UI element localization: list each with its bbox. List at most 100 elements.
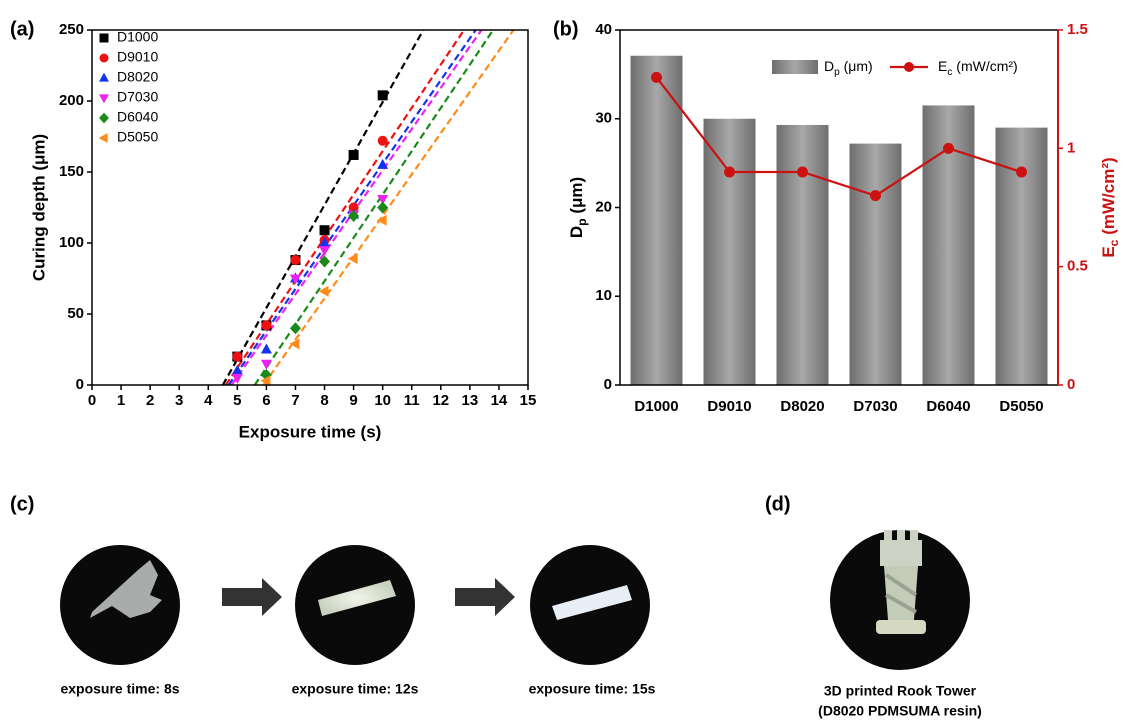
- marker: [260, 343, 272, 354]
- y2-tick-label: 0.5: [1067, 258, 1088, 275]
- legend-swatch: [772, 60, 818, 74]
- point: [651, 71, 662, 83]
- caption: exposure time: 12s: [292, 681, 419, 697]
- x-tick-label: 7: [291, 392, 299, 409]
- label-part: E: [1099, 246, 1118, 257]
- x-tick-label: 9: [349, 392, 357, 409]
- y2-axis-label: Ec (mW/cm²): [1099, 157, 1121, 257]
- y-tick-label: 30: [595, 110, 612, 127]
- marker: [289, 338, 300, 350]
- y-tick-label: 50: [67, 305, 84, 322]
- x-tick-label: D8020: [780, 398, 824, 415]
- legend-label: Ec (mW/cm²): [938, 58, 1018, 78]
- caption: exposure time: 8s: [60, 681, 179, 697]
- x-tick-label: 12: [432, 392, 449, 409]
- marker: [289, 274, 301, 285]
- legend-marker: [99, 112, 109, 124]
- label-part: (mW/cm²): [1099, 157, 1118, 239]
- label-part: E: [938, 58, 947, 74]
- y-axis-label: Dp (μm): [567, 177, 589, 238]
- y-tick-label: 10: [595, 287, 612, 304]
- legend-label: D1000: [117, 29, 158, 45]
- legend-marker: [99, 72, 109, 82]
- bar: [703, 118, 756, 385]
- point: [724, 166, 735, 178]
- marker: [289, 322, 301, 335]
- arrow: [222, 578, 282, 616]
- subscript: c: [1107, 239, 1121, 246]
- caption: exposure time: 15s: [529, 681, 656, 697]
- x-tick-label: 6: [262, 392, 270, 409]
- y-tick-label: 40: [595, 21, 612, 38]
- fit-line: [262, 29, 515, 386]
- y-axis-label: Curing depth (μm): [29, 134, 48, 281]
- label-part: D: [567, 226, 586, 238]
- point: [870, 190, 881, 202]
- y2-tick-label: 0: [1067, 376, 1075, 393]
- x-tick-label: 10: [374, 392, 391, 409]
- label-part: (mW/cm²): [952, 58, 1017, 74]
- x-tick-label: 5: [233, 392, 241, 409]
- marker: [347, 253, 358, 265]
- marker: [348, 210, 360, 223]
- y2-tick-label: 1.5: [1067, 21, 1088, 38]
- marker: [318, 285, 329, 297]
- point: [797, 166, 808, 178]
- x-tick-label: D1000: [634, 398, 678, 415]
- legend-marker: [99, 94, 109, 104]
- x-tick-label: D7030: [853, 398, 897, 415]
- y-tick-label: 100: [59, 234, 84, 251]
- label-part: (μm): [567, 177, 586, 219]
- label-part: (μm): [840, 58, 873, 74]
- x-tick-label: 13: [462, 392, 479, 409]
- y-tick-label: 20: [595, 198, 612, 215]
- y-tick-label: 200: [59, 92, 84, 109]
- x-tick-label: 14: [491, 392, 508, 409]
- marker: [319, 237, 331, 247]
- x-axis-label: Exposure time (s): [239, 422, 382, 441]
- photo: [830, 530, 970, 670]
- marker: [261, 320, 272, 331]
- marker: [260, 375, 271, 387]
- caption: (D8020 PDMSUMA resin): [818, 703, 982, 719]
- y-tick-label: 250: [59, 21, 84, 38]
- marker: [348, 149, 359, 160]
- marker: [231, 364, 243, 375]
- marker: [377, 158, 389, 169]
- fit-line: [221, 29, 425, 386]
- x-tick-label: 2: [146, 392, 154, 409]
- photo: [60, 545, 180, 665]
- point: [943, 142, 954, 154]
- legend-marker: [904, 62, 914, 72]
- marker: [376, 214, 387, 226]
- fit-line: [253, 29, 495, 386]
- legend-marker: [99, 33, 109, 43]
- y-tick-label: 0: [604, 376, 612, 393]
- marker: [231, 373, 243, 384]
- bar: [849, 143, 902, 385]
- panel-label: (b): [553, 18, 579, 40]
- legend-label: D8020: [117, 69, 158, 85]
- x-tick-label: D6040: [926, 398, 970, 415]
- x-tick-label: 1: [117, 392, 125, 409]
- fit-line: [224, 29, 465, 386]
- line: [655, 76, 1022, 197]
- legend-label: D9010: [117, 49, 158, 65]
- y-tick-label: 0: [76, 376, 84, 393]
- x-tick-label: D5050: [999, 398, 1043, 415]
- subscript: p: [575, 218, 589, 225]
- marker: [377, 201, 389, 214]
- marker: [319, 255, 331, 268]
- x-tick-label: D9010: [707, 398, 751, 415]
- arrow: [455, 578, 515, 616]
- plot-frame: [91, 29, 529, 386]
- x-tick-label: 15: [520, 392, 537, 409]
- photo: [530, 545, 650, 665]
- legend-label: D5050: [117, 129, 158, 145]
- marker: [348, 202, 359, 213]
- marker: [319, 246, 331, 257]
- legend-label: D7030: [117, 89, 158, 105]
- x-tick-label: 0: [88, 392, 96, 409]
- y-tick-label: 150: [59, 163, 84, 180]
- x-tick-label: 4: [204, 392, 213, 409]
